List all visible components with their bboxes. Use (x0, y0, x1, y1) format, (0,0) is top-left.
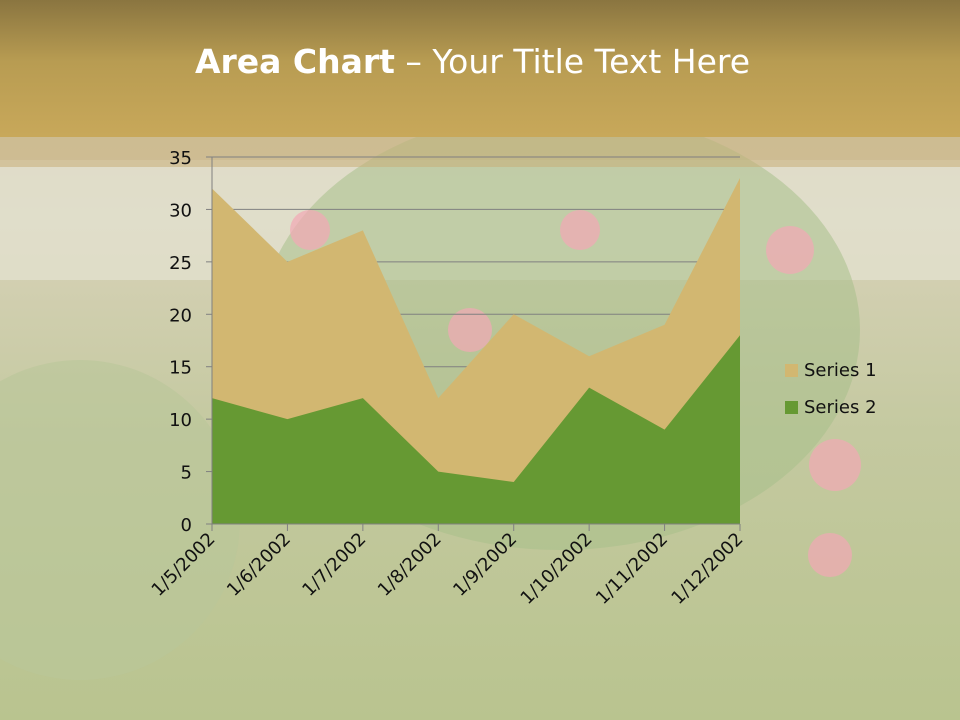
x-tick-label: 1/11/2002 (592, 529, 672, 609)
x-tick-label: 1/10/2002 (517, 529, 597, 609)
x-tick-label: 1/8/2002 (374, 529, 446, 601)
x-tick-label: 1/6/2002 (223, 529, 295, 601)
x-tick-label: 1/12/2002 (667, 529, 747, 609)
y-tick-label: 30 (169, 200, 192, 221)
legend-series-2: Series 2 (785, 397, 877, 418)
title-bar (0, 0, 960, 137)
y-tick-label: 5 (181, 463, 192, 484)
x-tick-label: 1/5/2002 (148, 529, 220, 601)
y-tick-label: 0 (181, 515, 192, 536)
series-2-area (212, 335, 740, 524)
x-tick-label: 1/9/2002 (449, 529, 521, 601)
title-bold: Area Chart (194, 42, 395, 81)
y-tick-label: 35 (169, 148, 192, 169)
legend-swatch-1 (785, 364, 798, 377)
y-tick-label: 10 (169, 410, 192, 431)
slide-title: Area Chart – Your Title Text Here (0, 42, 945, 81)
legend-label-2: Series 2 (804, 397, 877, 418)
y-tick-label: 25 (169, 253, 192, 274)
x-tick-label: 1/7/2002 (298, 529, 370, 601)
y-tick-label: 20 (169, 305, 192, 326)
y-tick-label: 15 (169, 358, 192, 379)
header-band (0, 137, 960, 167)
legend-series-1: Series 1 (785, 360, 877, 381)
title-rest: – Your Title Text Here (394, 42, 751, 81)
legend-swatch-2 (785, 401, 798, 414)
legend-label-1: Series 1 (804, 360, 877, 381)
